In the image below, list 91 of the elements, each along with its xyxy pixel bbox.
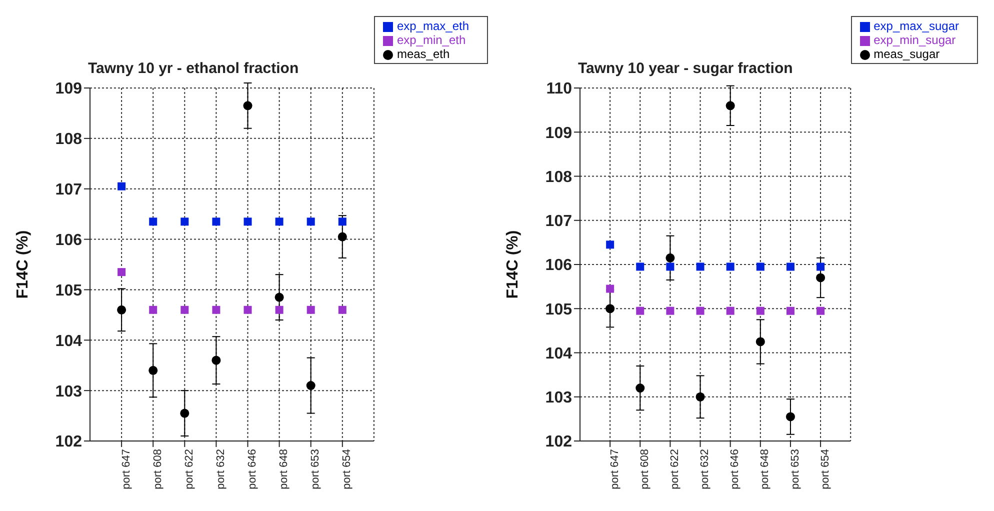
point [118,182,126,190]
point [666,306,674,315]
point [244,306,252,314]
legend-label: meas_eth [396,47,450,61]
y-tick-label: 102 [545,434,572,451]
chart-title: Tawny 10 year - sugar fraction [578,60,793,77]
x-tick-label: port 648 [278,449,290,490]
point [148,366,158,375]
y-tick-label: 105 [55,282,82,300]
y-tick-label: 108 [545,168,572,186]
x-tick-label: port 632 [699,449,712,490]
x-tick-label: port 647 [608,449,621,490]
x-tick-label: port 648 [759,449,772,490]
point [306,306,315,314]
x-tick-label: port 654 [341,449,354,490]
y-tick-label: 107 [55,182,82,199]
y-tick-label: 103 [545,390,572,407]
y-tick-label: 110 [546,80,572,98]
y-tick-label: 107 [545,213,572,230]
point [180,306,189,314]
x-tick-label: port 653 [789,449,802,490]
point [274,292,284,302]
point [306,381,316,390]
legend-label: exp_max_sugar [874,19,959,33]
y-tick-label: 106 [55,232,82,249]
point [756,262,764,271]
point [666,253,675,262]
point [756,337,765,346]
y-axis-title: F14C (%) [504,230,522,299]
legend-label: exp_max_eth [396,19,469,33]
x-tick-label: port 622 [669,449,682,490]
point [243,101,252,110]
y-axis-title: F14C (%) [14,230,32,299]
point [212,218,220,226]
x-tick-label: port 608 [638,449,651,490]
point [606,284,614,293]
y-tick-label: 109 [545,124,572,142]
legend-label: exp_min_eth [396,33,466,47]
point [726,306,734,315]
point [696,392,705,402]
y-tick-label: 104 [55,332,82,350]
legend-label: meas_sugar [874,47,940,61]
point [275,218,284,226]
point [696,306,704,315]
point [786,412,795,422]
point [149,306,158,314]
x-tick-label: port 632 [215,449,228,490]
x-tick-label: port 622 [183,449,196,490]
point [816,262,825,271]
point [606,304,615,314]
x-tick-label: port 608 [152,449,164,490]
y-tick-label: 104 [545,345,572,362]
point [726,262,734,271]
point [786,306,794,315]
x-tick-label: port 654 [819,449,832,490]
y-tick-label: 109 [55,80,82,98]
point [180,218,189,226]
point [118,268,126,276]
point [816,273,826,282]
y-tick-label: 102 [55,434,82,451]
point [338,306,346,314]
point [149,218,158,226]
point [816,306,825,315]
point [306,218,315,226]
point [666,262,674,271]
point [786,262,794,271]
point [606,240,614,249]
point [244,218,252,226]
chart-title: Tawny 10 yr - ethanol fraction [88,60,299,77]
x-tick-label: port 653 [310,449,322,490]
point [275,306,284,314]
x-tick-label: port 646 [729,449,742,490]
y-tick-label: 108 [55,131,82,148]
point [696,262,704,271]
point [180,408,190,418]
point [338,218,346,226]
x-tick-label: port 647 [120,449,132,490]
legend-label: exp_min_sugar [874,33,956,47]
point [636,384,645,393]
point [212,356,221,365]
x-tick-label: port 646 [246,449,259,490]
y-tick-label: 106 [545,257,572,274]
point [338,232,347,242]
point [212,306,220,314]
y-tick-label: 103 [55,383,82,400]
point [117,305,126,314]
y-tick-label: 105 [545,301,572,318]
point [636,306,644,315]
point [636,262,644,271]
point [726,101,735,110]
point [756,306,764,315]
